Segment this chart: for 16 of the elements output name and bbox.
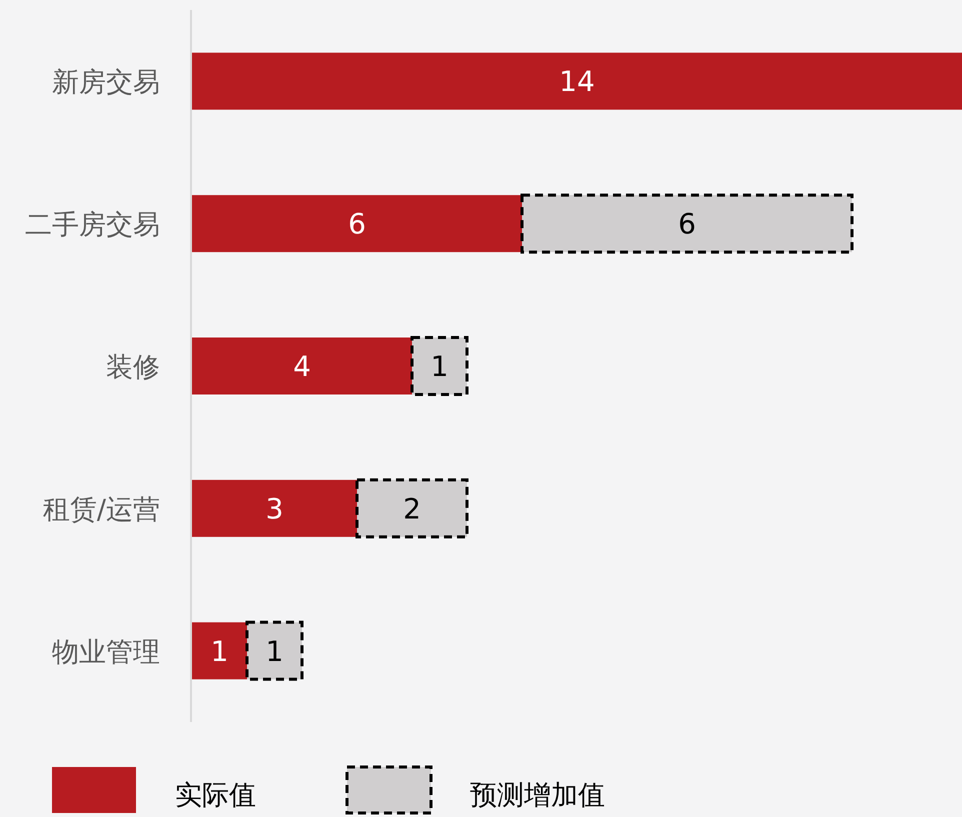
y-tick-label: 二手房交易: [25, 210, 160, 241]
data-label: 3: [266, 492, 284, 526]
data-label: 2: [403, 492, 421, 526]
y-tick-label: 装修: [106, 352, 160, 383]
data-label: 6: [678, 208, 696, 241]
y-tick-label: 新房交易: [52, 67, 160, 98]
data-label: 1: [430, 350, 448, 383]
data-label: 14: [559, 65, 595, 98]
data-label: 6: [348, 208, 366, 241]
data-label: 4: [293, 350, 311, 383]
legend-label: 实际值: [175, 780, 256, 811]
y-tick-label: 租赁/运营: [42, 494, 160, 526]
data-label: 1: [210, 634, 228, 668]
y-tick-label: 物业管理: [52, 636, 160, 668]
data-label: 1: [266, 634, 284, 668]
legend-label: 预测增加值: [470, 780, 605, 811]
